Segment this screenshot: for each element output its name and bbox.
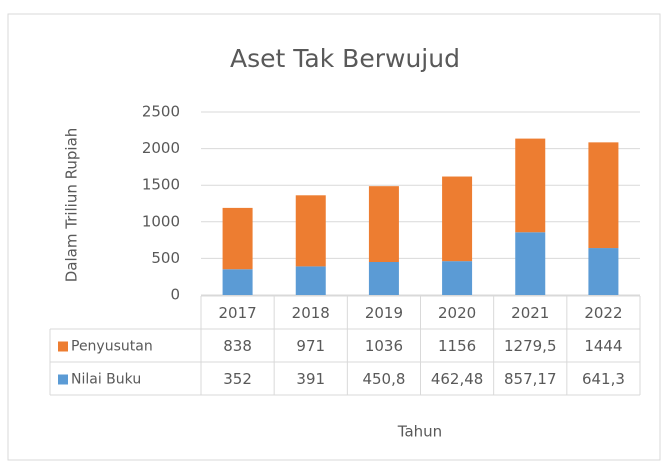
x-tick-label: 2019 [365,304,403,322]
y-tick-label: 0 [170,286,180,304]
table-value: 1444 [584,337,622,355]
table-value: 1036 [365,337,403,355]
table-value: 1279,5 [504,337,557,355]
x-tick-label: 2020 [438,304,476,322]
y-axis-label: Dalam Triliun Rupiah [63,128,81,283]
table-value: 857,17 [504,370,557,388]
legend-swatch [58,374,68,385]
chart-border [7,13,661,461]
bar [222,207,253,270]
x-tick-label: 2017 [218,304,256,322]
table-value: 352 [223,370,252,388]
y-tick-label: 2500 [142,103,180,121]
bar [222,269,253,295]
bar [368,262,399,295]
table-value: 1156 [438,337,476,355]
legend-label: Penyusutan [71,339,153,355]
bar [368,186,399,263]
legend-label: Nilai Buku [71,372,141,388]
bar [588,248,619,295]
x-axis-label: Tahun [397,423,442,441]
bar [295,195,326,267]
y-tick-label: 2000 [142,139,180,157]
x-tick-label: 2022 [584,304,622,322]
legend-swatch [58,341,68,352]
x-tick-label: 2018 [292,304,330,322]
bar [442,261,473,295]
bar [515,232,546,295]
y-tick-label: 1000 [142,212,180,230]
chart-title: Aset Tak Berwujud [230,44,460,73]
bar [588,142,619,249]
bar [295,266,326,295]
bar [515,138,546,233]
table-value: 971 [296,337,325,355]
table-value: 391 [296,370,325,388]
y-tick-label: 500 [151,249,180,267]
table-value: 838 [223,337,252,355]
y-tick-label: 1500 [142,176,180,194]
table-value: 462,48 [431,370,484,388]
bar [442,176,473,262]
x-tick-label: 2021 [511,304,549,322]
table-value: 641,3 [582,370,625,388]
table-value: 450,8 [362,370,405,388]
